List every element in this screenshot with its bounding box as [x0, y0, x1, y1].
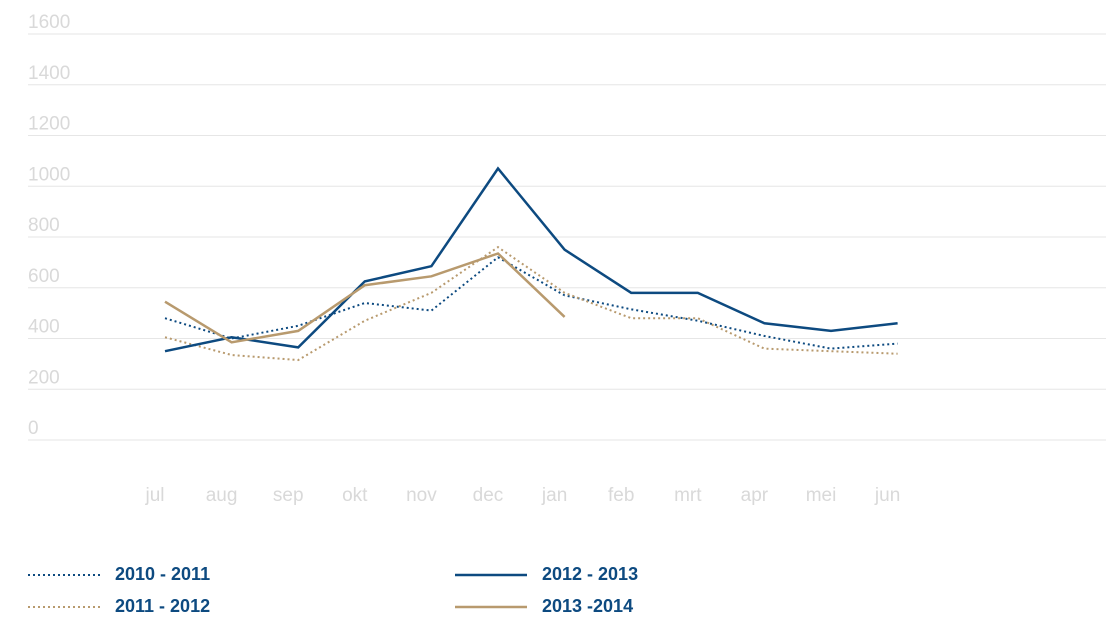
legend-label: 2012 - 2013: [542, 564, 638, 584]
y-tick-label: 1200: [28, 114, 70, 135]
x-tick-label: sep: [273, 485, 304, 506]
y-tick-label: 1400: [28, 63, 70, 84]
x-tick-label: jul: [144, 485, 164, 506]
x-tick-label: jan: [541, 485, 567, 506]
x-tick-label: aug: [206, 485, 238, 506]
x-tick-label: feb: [608, 485, 634, 506]
x-tick-label: apr: [741, 485, 769, 506]
legend-label: 2010 - 2011: [115, 564, 210, 584]
x-tick-label: mrt: [674, 485, 702, 506]
y-tick-label: 0: [28, 418, 39, 439]
x-tick-label: jun: [874, 485, 900, 506]
x-tick-label: mei: [806, 485, 837, 506]
series-line: [164, 256, 898, 350]
y-tick-label: 800: [28, 215, 60, 236]
x-tick-label: okt: [342, 485, 368, 506]
y-tick-label: 1600: [28, 12, 70, 33]
series-line: [164, 245, 898, 362]
legend-label: 2013 -2014: [542, 596, 633, 616]
series-line: [164, 166, 898, 353]
x-tick-label: nov: [406, 485, 437, 506]
x-tick-label: dec: [473, 485, 504, 506]
series-line: [164, 252, 566, 344]
y-tick-label: 600: [28, 266, 60, 287]
y-tick-label: 400: [28, 317, 60, 338]
y-tick-label: 200: [28, 367, 60, 388]
legend-label: 2011 - 2012: [115, 596, 210, 616]
y-tick-label: 1000: [28, 164, 70, 185]
